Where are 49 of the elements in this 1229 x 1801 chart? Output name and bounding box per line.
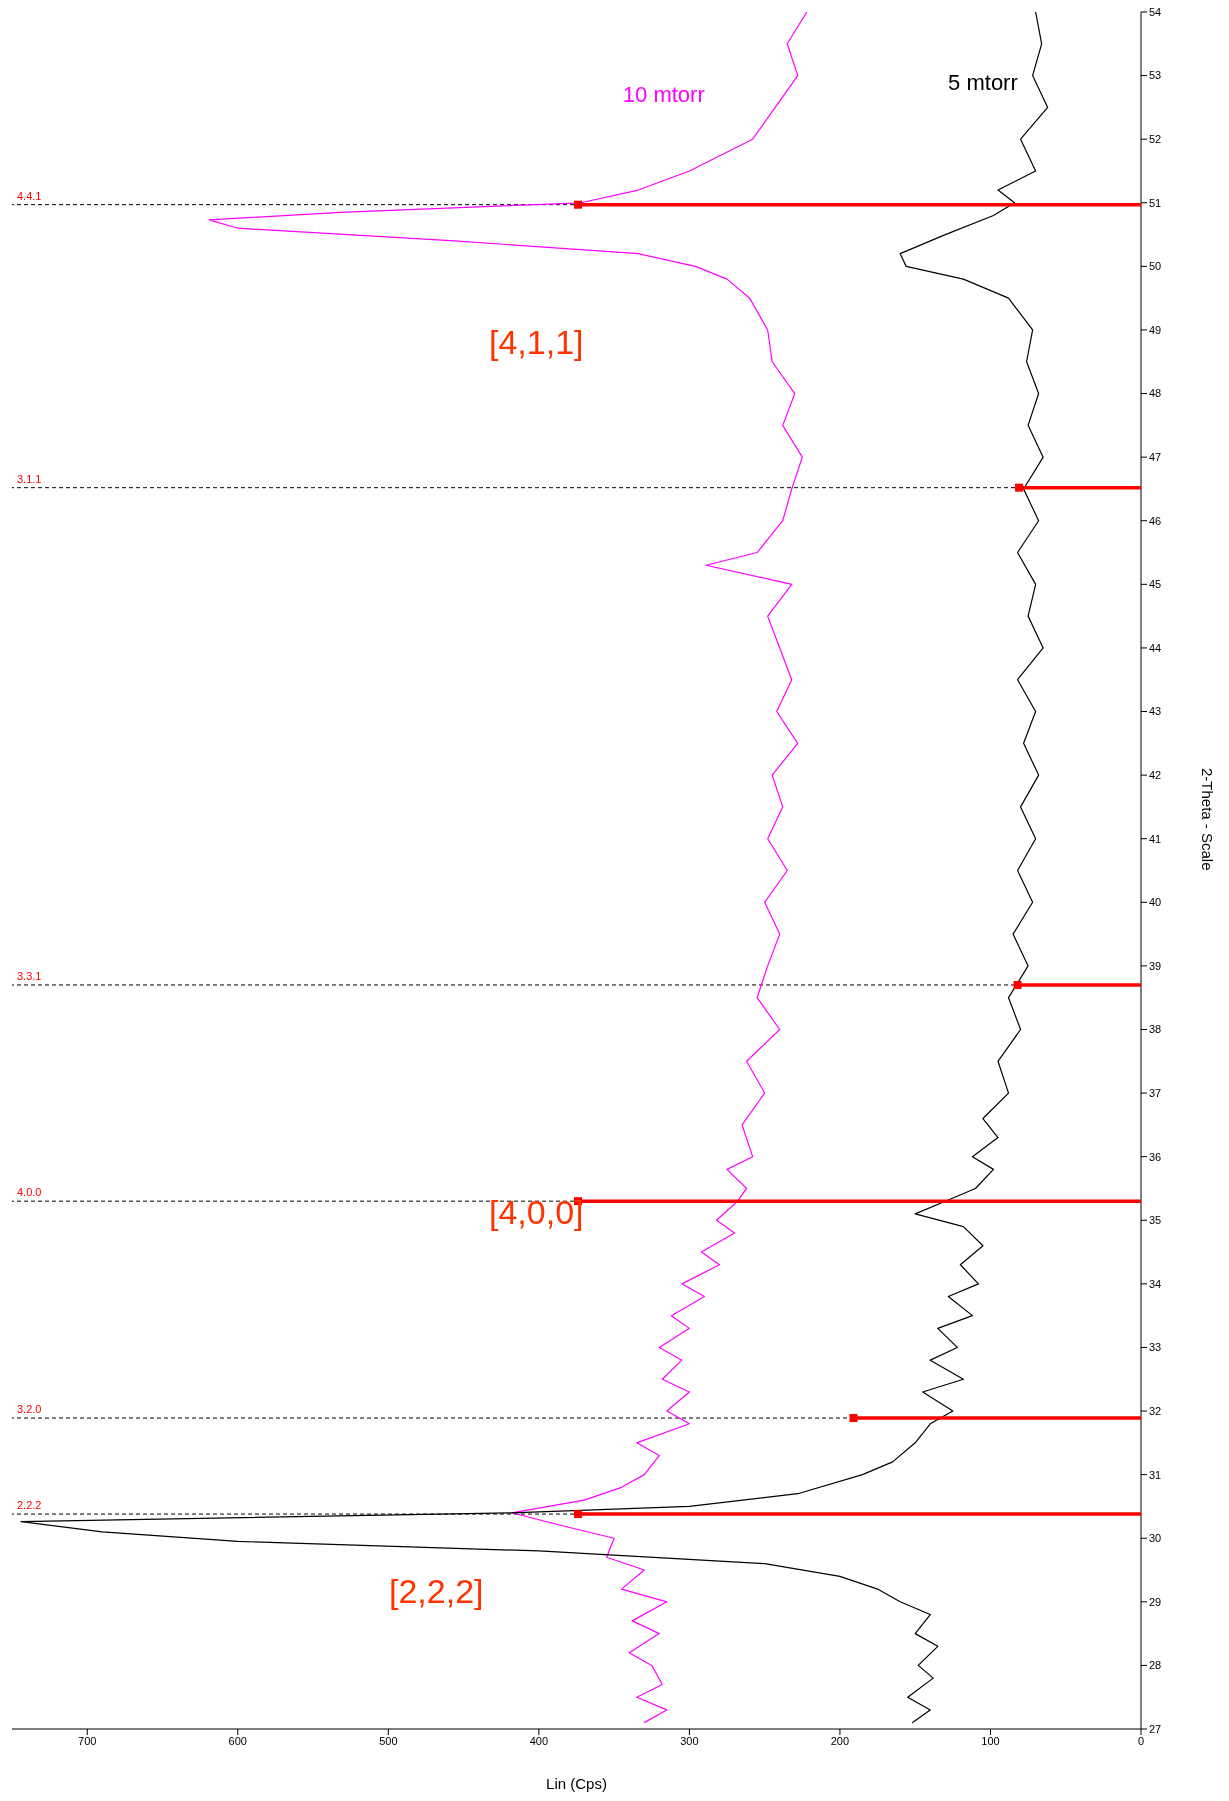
x-tick-label: 600: [228, 1734, 247, 1747]
y-tick-label: 33: [1149, 1341, 1162, 1354]
y-tick-label: 31: [1149, 1468, 1162, 1481]
y-tick-label: 44: [1149, 641, 1162, 654]
y-tick-label: 32: [1149, 1404, 1162, 1417]
annotation: [2,2,2]: [389, 1571, 484, 1611]
ref-line-label: 2.2.2: [17, 1498, 42, 1511]
annotation: [4,1,1]: [489, 322, 584, 362]
y-tick-label: 50: [1149, 260, 1162, 273]
x-tick-label: 100: [981, 1734, 1000, 1747]
x-tick-label: 300: [680, 1734, 699, 1747]
ref-line-label: 3.1.1: [17, 472, 42, 485]
x-tick-label: 400: [529, 1734, 549, 1747]
ref-line-label: 4.4.1: [17, 189, 42, 202]
y-tick-label: 45: [1149, 578, 1162, 591]
y-tick-label: 40: [1149, 896, 1162, 909]
y-tick-label: 36: [1149, 1150, 1162, 1163]
y-tick-label: 37: [1149, 1086, 1162, 1099]
series-label: 5 mtorr: [948, 69, 1018, 95]
y-tick-label: 42: [1149, 769, 1162, 782]
ref-line-label: 3.3.1: [17, 969, 42, 982]
x-axis-title: Lin (Cps): [546, 1775, 607, 1792]
y-tick-label: 41: [1149, 832, 1162, 845]
x-tick-label: 200: [830, 1734, 850, 1747]
y-tick-label: 28: [1149, 1659, 1162, 1672]
y-tick-label: 38: [1149, 1023, 1162, 1036]
y-tick-label: 39: [1149, 959, 1162, 972]
y-tick-label: 29: [1149, 1595, 1162, 1608]
y-tick-label: 52: [1149, 133, 1162, 146]
annotation: [4,0,0]: [489, 1192, 584, 1232]
y-tick-label: 47: [1149, 451, 1162, 464]
y-tick-label: 30: [1149, 1532, 1162, 1545]
text: 10 mtorr: [622, 82, 705, 108]
y-tick-label: 51: [1149, 196, 1162, 209]
y-tick-label: 34: [1149, 1277, 1162, 1290]
y-axis-title: 2-Theta - Scale: [1198, 767, 1216, 871]
ref-line-label: 3.2.0: [17, 1402, 42, 1415]
y-tick-label: 46: [1149, 514, 1162, 527]
y-tick-label: 49: [1149, 323, 1162, 336]
y-tick-label: 54: [1149, 5, 1162, 18]
y-tick-label: 35: [1149, 1214, 1162, 1227]
y-tick-label: 27: [1149, 1722, 1162, 1735]
x-tick-label: 700: [78, 1734, 97, 1747]
x-tick-label: 0: [1137, 1734, 1145, 1747]
y-tick-label: 43: [1149, 705, 1162, 718]
y-tick-label: 48: [1149, 387, 1162, 400]
x-tick-label: 500: [379, 1734, 398, 1747]
y-tick-label: 53: [1149, 69, 1162, 82]
ref-line-label: 4.0.0: [17, 1186, 42, 1199]
